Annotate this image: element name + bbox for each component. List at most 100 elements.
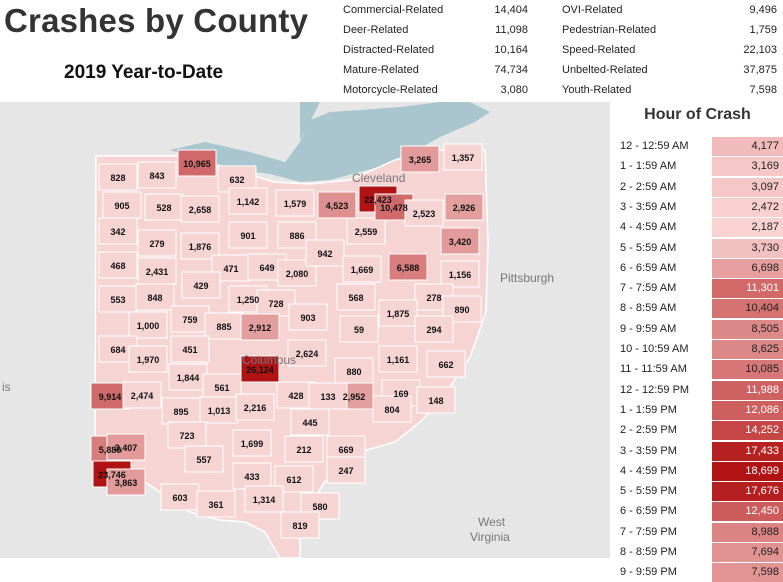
county-region[interactable] bbox=[228, 221, 268, 249]
hour-row[interactable]: 3 - 3:59 PM 17,433 bbox=[612, 441, 783, 461]
county-region[interactable] bbox=[167, 421, 207, 449]
hour-row[interactable]: 1 - 1:59 AM 3,169 bbox=[612, 156, 783, 177]
county-region[interactable] bbox=[336, 283, 376, 311]
county-region[interactable] bbox=[444, 193, 484, 221]
stat-label: Pedestrian-Related bbox=[562, 24, 657, 36]
hour-label: 6 - 6:59 AM bbox=[620, 261, 677, 274]
county-region[interactable] bbox=[180, 195, 220, 223]
hour-row[interactable]: 5 - 5:59 PM 17,676 bbox=[612, 481, 783, 502]
hour-row[interactable]: 5 - 5:59 AM 3,730 bbox=[612, 238, 783, 258]
county-region[interactable] bbox=[181, 271, 221, 299]
county-region[interactable] bbox=[404, 199, 444, 227]
county-region[interactable] bbox=[326, 456, 366, 484]
county-region[interactable] bbox=[102, 191, 142, 219]
county-region[interactable] bbox=[160, 483, 200, 511]
county-region[interactable] bbox=[317, 191, 357, 219]
county-region[interactable] bbox=[290, 408, 330, 436]
hour-row[interactable]: 4 - 4:59 AM 2,187 bbox=[612, 217, 783, 238]
county-region[interactable] bbox=[122, 381, 162, 409]
county-region[interactable] bbox=[440, 260, 480, 288]
hour-row[interactable]: 9 - 9:59 PM 7,598 bbox=[612, 562, 783, 582]
county-region[interactable] bbox=[232, 429, 272, 457]
county-region[interactable] bbox=[280, 511, 320, 539]
county-region[interactable] bbox=[98, 217, 138, 245]
county-region[interactable] bbox=[135, 283, 175, 311]
stat-value: 37,875 bbox=[743, 64, 777, 76]
county-region[interactable] bbox=[128, 311, 168, 339]
hour-row[interactable]: 7 - 7:59 AM 11,301 bbox=[612, 278, 783, 299]
county-region[interactable] bbox=[308, 382, 348, 410]
county-region[interactable] bbox=[275, 189, 315, 217]
county-crash-count: 59 bbox=[354, 325, 364, 335]
ohio-county-map[interactable]: 828 843 10,965 632 905 528 2,658 1,142 1,579 4,52… bbox=[0, 102, 610, 558]
county-region[interactable] bbox=[284, 435, 324, 463]
county-region[interactable] bbox=[137, 161, 177, 189]
hour-value-cell: 12,450 bbox=[712, 502, 783, 522]
county-crash-count: 553 bbox=[110, 295, 125, 305]
county-region[interactable] bbox=[339, 315, 379, 343]
county-region[interactable] bbox=[228, 187, 268, 215]
county-region[interactable] bbox=[378, 299, 418, 327]
hour-row[interactable]: 2 - 2:59 PM 14,252 bbox=[612, 420, 783, 441]
hour-row[interactable]: 8 - 8:59 PM 7,694 bbox=[612, 542, 783, 562]
county-region[interactable] bbox=[426, 350, 466, 378]
county-region[interactable] bbox=[106, 433, 146, 461]
hour-row[interactable]: 12 - 12:59 AM 4,177 bbox=[612, 136, 783, 156]
county-region[interactable] bbox=[170, 305, 210, 333]
hour-row[interactable]: 11 - 11:59 AM 10,085 bbox=[612, 359, 783, 380]
county-region[interactable] bbox=[288, 303, 328, 331]
county-region[interactable] bbox=[235, 393, 275, 421]
hour-value-cell: 2,187 bbox=[712, 218, 783, 238]
county-region[interactable] bbox=[98, 285, 138, 313]
hour-row[interactable]: 8 - 8:59 AM 10,404 bbox=[612, 298, 783, 319]
county-crash-count: 247 bbox=[338, 466, 353, 476]
county-region[interactable] bbox=[144, 193, 184, 221]
county-region[interactable] bbox=[414, 315, 454, 343]
county-region[interactable] bbox=[400, 145, 440, 173]
county-region[interactable] bbox=[440, 227, 480, 255]
lake-erie bbox=[170, 102, 490, 182]
county-crash-count: 843 bbox=[149, 171, 164, 181]
county-region[interactable] bbox=[204, 312, 244, 340]
county-region[interactable] bbox=[240, 355, 280, 383]
hour-row[interactable]: 2 - 2:59 AM 3,097 bbox=[612, 177, 783, 197]
county-region[interactable] bbox=[240, 313, 280, 341]
county-region[interactable] bbox=[128, 345, 168, 373]
county-region[interactable] bbox=[98, 251, 138, 279]
county-region[interactable] bbox=[334, 357, 374, 385]
county-region[interactable] bbox=[244, 485, 284, 513]
county-region[interactable] bbox=[287, 339, 327, 367]
hour-row[interactable]: 4 - 4:59 PM 18,699 bbox=[612, 461, 783, 481]
county-region[interactable] bbox=[443, 143, 483, 171]
county-crash-count: 1,013 bbox=[208, 406, 231, 416]
county-region[interactable] bbox=[170, 335, 210, 363]
hour-row[interactable]: 12 - 12:59 PM 11,988 bbox=[612, 380, 783, 400]
county-region[interactable] bbox=[161, 397, 201, 425]
county-region[interactable] bbox=[184, 445, 224, 473]
county-region[interactable] bbox=[388, 253, 428, 281]
county-region[interactable] bbox=[168, 363, 208, 391]
county-region[interactable] bbox=[98, 163, 138, 191]
county-region[interactable] bbox=[300, 492, 340, 520]
county-region[interactable] bbox=[378, 345, 418, 373]
county-region[interactable] bbox=[305, 239, 345, 267]
county-region[interactable] bbox=[372, 395, 412, 423]
county-region[interactable] bbox=[106, 468, 146, 496]
county-region[interactable] bbox=[137, 229, 177, 257]
county-crash-count: 1,250 bbox=[237, 295, 260, 305]
county-region[interactable] bbox=[196, 490, 236, 518]
hour-row[interactable]: 3 - 3:59 AM 2,472 bbox=[612, 197, 783, 217]
county-region[interactable] bbox=[346, 217, 386, 245]
county-region[interactable] bbox=[177, 149, 217, 177]
county-region[interactable] bbox=[342, 255, 382, 283]
county-region[interactable] bbox=[137, 257, 177, 285]
county-region[interactable] bbox=[202, 373, 242, 401]
hour-row[interactable]: 6 - 6:59 AM 6,698 bbox=[612, 258, 783, 278]
hour-row[interactable]: 6 - 6:59 PM 12,450 bbox=[612, 501, 783, 522]
county-region[interactable] bbox=[416, 386, 456, 414]
hour-row[interactable]: 1 - 1:59 PM 12,086 bbox=[612, 400, 783, 420]
hour-row[interactable]: 7 - 7:59 PM 8,988 bbox=[612, 522, 783, 542]
hour-row[interactable]: 9 - 9:59 AM 8,505 bbox=[612, 319, 783, 339]
hour-row[interactable]: 10 - 10:59 AM 8,625 bbox=[612, 339, 783, 359]
hour-label: 3 - 3:59 AM bbox=[620, 200, 677, 213]
